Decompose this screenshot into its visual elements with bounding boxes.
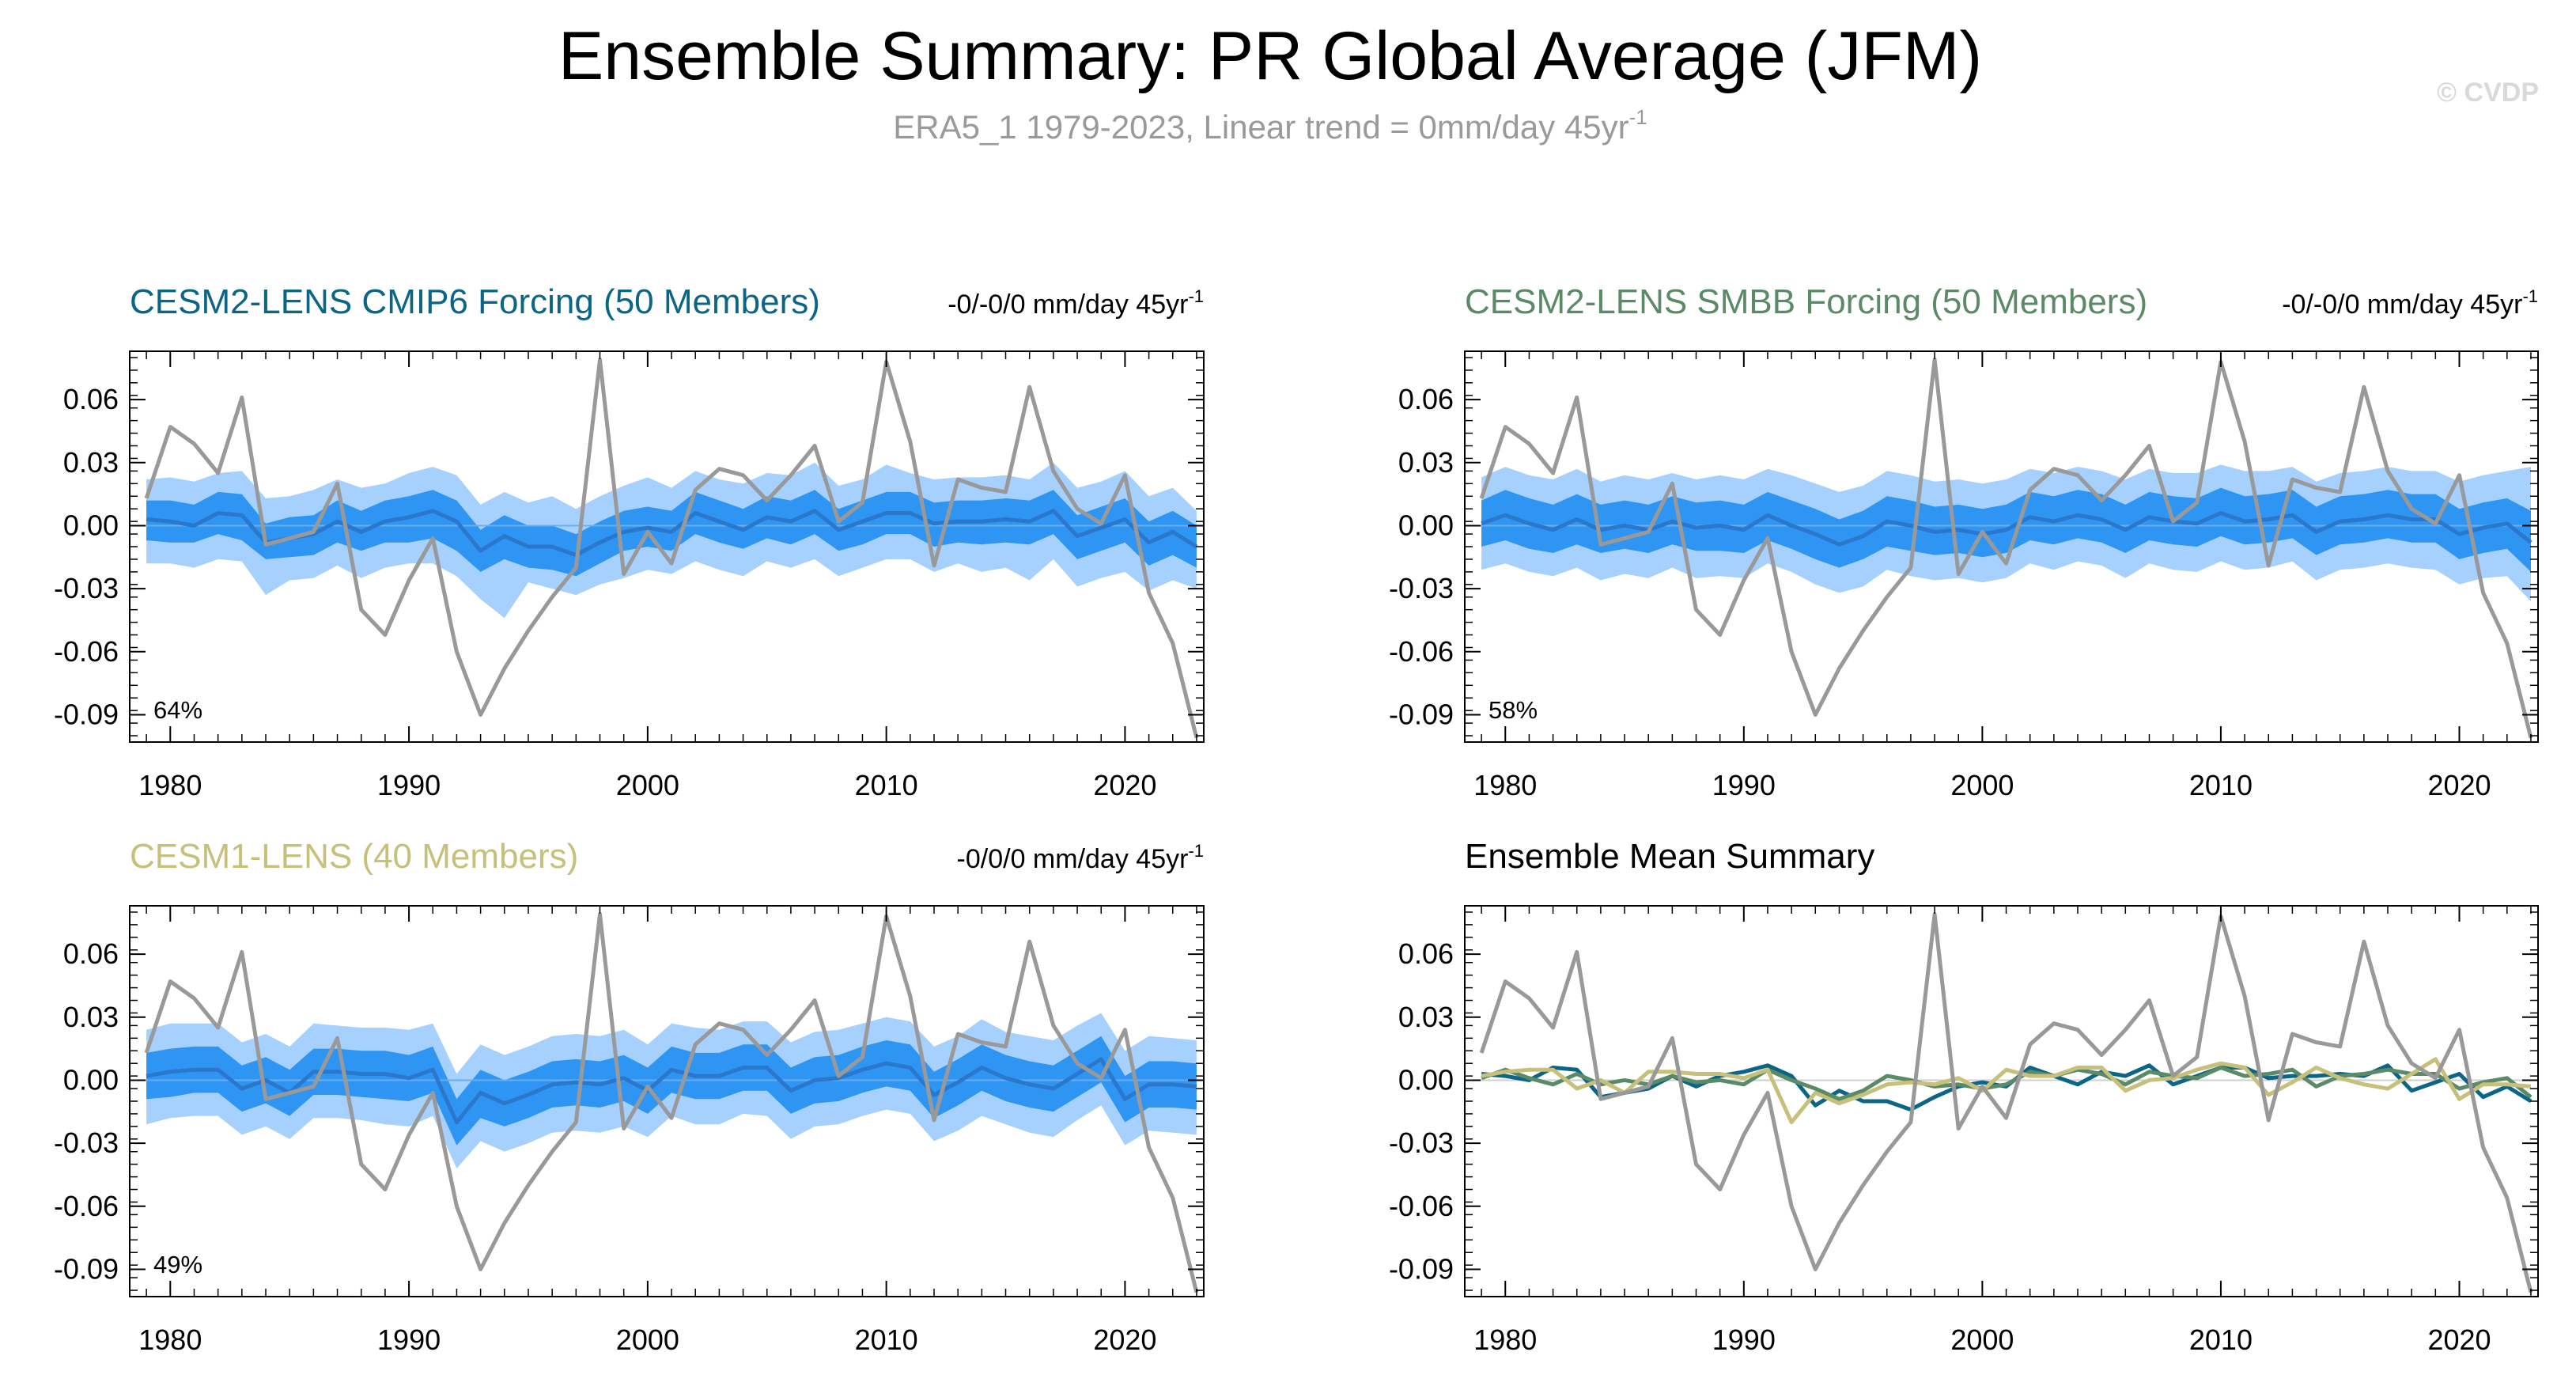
x-tick-label: 2000: [616, 769, 679, 801]
y-tick-label: 0.00: [63, 509, 119, 541]
x-tick-label: 1980: [1473, 769, 1537, 801]
y-tick-label: -0.09: [54, 698, 119, 730]
y-tick-label: -0.09: [1389, 698, 1454, 730]
y-tick-label: 0.03: [63, 1001, 119, 1033]
figure-title: Ensemble Summary: PR Global Average (JFM…: [558, 18, 1982, 94]
observed-line: [144, 912, 1199, 1293]
panel-title-summary: Ensemble Mean Summary: [1465, 837, 1874, 876]
x-tick-label: 1990: [377, 1324, 441, 1356]
percent-label-cesm1: 49%: [153, 1251, 202, 1278]
x-tick-label: 2020: [1093, 769, 1156, 801]
figure-subtitle-main: ERA5_1 1979-2023, Linear trend = 0mm/day…: [893, 108, 1628, 146]
x-tick-label: 2010: [855, 769, 918, 801]
x-tick-label: 2000: [616, 1324, 679, 1356]
y-tick-label: -0.03: [54, 572, 119, 604]
x-tick-label: 2010: [855, 1324, 918, 1356]
y-tick-label: -0.06: [1389, 1190, 1454, 1222]
x-tick-label: 2000: [1950, 769, 2014, 801]
percent-label-smbb: 58%: [1488, 696, 1538, 724]
x-tick-label: 2020: [2427, 769, 2491, 801]
x-tick-label: 1980: [138, 769, 202, 801]
x-tick-label: 1990: [377, 769, 441, 801]
y-tick-label: -0.09: [1389, 1252, 1454, 1285]
trend-label-sup: -1: [2522, 286, 2538, 306]
cvdp-watermark: © CVDP: [2437, 78, 2539, 108]
plot-area-cesm1: [130, 912, 1204, 1293]
x-tick-label: 2020: [2427, 1324, 2491, 1356]
plot-area-smbb: [1465, 358, 2538, 739]
ensemble-mean-line-2: [1481, 1066, 2532, 1101]
y-tick-label: 0.06: [1398, 383, 1454, 415]
trend-label-smbb: -0/-0/0 mm/day 45yr-1: [2282, 286, 2538, 320]
y-tick-label: -0.06: [54, 635, 119, 668]
panel-cmip6: CESM2-LENS CMIP6 Forcing (50 Members) -0/…: [54, 282, 1205, 801]
y-tick-label: 0.00: [1398, 1063, 1454, 1096]
figure-subtitle: ERA5_1 1979-2023, Linear trend = 0mm/day…: [893, 105, 1647, 146]
y-tick-label: 0.00: [1398, 509, 1454, 541]
y-tick-label: 0.00: [63, 1063, 119, 1096]
observed-line: [1479, 912, 2533, 1293]
y-tick-label: -0.06: [1389, 635, 1454, 668]
panel-title-cmip6: CESM2-LENS CMIP6 Forcing (50 Members): [130, 282, 820, 321]
x-tick-label: 2000: [1950, 1324, 2014, 1356]
y-tick-label: -0.09: [54, 1252, 119, 1285]
y-tick-label: -0.03: [1389, 572, 1454, 604]
y-tick-label: 0.03: [63, 446, 119, 479]
y-tick-label: -0.03: [1389, 1127, 1454, 1159]
panel-title-smbb: CESM2-LENS SMBB Forcing (50 Members): [1465, 282, 2147, 321]
trend-label-cesm1: -0/0/0 mm/day 45yr-1: [957, 841, 1204, 874]
x-tick-label: 2020: [1093, 1324, 1156, 1356]
y-tick-label: 0.06: [63, 383, 119, 415]
figure-subtitle-sup: -1: [1629, 105, 1647, 129]
trend-label-main: -0/-0/0 mm/day 45yr: [948, 290, 1188, 320]
observed-line: [1479, 358, 2533, 739]
x-tick-label: 1990: [1712, 1324, 1776, 1356]
trend-label-cmip6: -0/-0/0 mm/day 45yr-1: [948, 286, 1204, 320]
panel-title-cesm1: CESM1-LENS (40 Members): [130, 837, 578, 876]
x-tick-label: 2010: [2189, 769, 2253, 801]
trend-label-main: -0/0/0 mm/day 45yr: [957, 844, 1189, 874]
y-tick-label: 0.03: [1398, 446, 1454, 479]
ensemble-mean-line: [146, 509, 1198, 558]
ensemble-mean-line: [1481, 511, 2532, 547]
x-tick-label: 1980: [138, 1324, 202, 1356]
trend-label-sup: -1: [1188, 286, 1204, 306]
y-tick-label: -0.03: [54, 1127, 119, 1159]
trend-label-main: -0/-0/0 mm/day 45yr: [2282, 290, 2522, 320]
y-tick-label: 0.06: [63, 937, 119, 970]
panel-smbb: CESM2-LENS SMBB Forcing (50 Members) -0/-…: [1389, 282, 2539, 801]
y-tick-label: 0.06: [1398, 937, 1454, 970]
panel-cesm1: CESM1-LENS (40 Members) -0/0/0 mm/day 45y…: [54, 837, 1205, 1356]
x-tick-label: 2010: [2189, 1324, 2253, 1356]
panels: CESM2-LENS CMIP6 Forcing (50 Members) -0/…: [54, 282, 2539, 1356]
plot-area-cmip6: [130, 358, 1204, 739]
panel-summary: Ensemble Mean Summary 0.06 0.03 0.00 -0.03 -0…: [1389, 837, 2539, 1356]
y-tick-label: 0.03: [1398, 1001, 1454, 1033]
x-tick-label: 1990: [1712, 769, 1776, 801]
observed-line: [144, 358, 1199, 739]
y-tick-label: -0.06: [54, 1190, 119, 1222]
x-tick-label: 1980: [1473, 1324, 1537, 1356]
percent-label-cmip6: 64%: [153, 696, 202, 724]
trend-label-sup: -1: [1188, 841, 1204, 861]
spread-band-25-75: [146, 1036, 1197, 1146]
plot-area-summary: [1465, 912, 2538, 1293]
